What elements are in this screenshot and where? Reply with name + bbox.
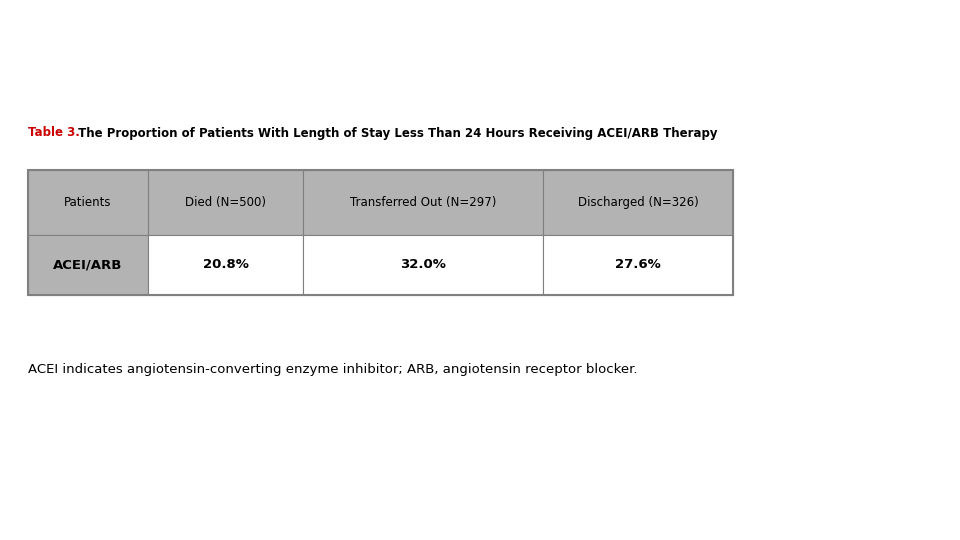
Bar	[28, 170, 733, 295]
Bar	[28, 170, 148, 235]
Bar	[303, 170, 543, 235]
Bar	[28, 235, 148, 295]
Text: Discharged (N=326): Discharged (N=326)	[578, 196, 698, 209]
Text: The Proportion of Patients With Length of Stay Less Than 24 Hours Receiving ACEI: The Proportion of Patients With Length o…	[74, 126, 717, 139]
Text: ACEI/ARB: ACEI/ARB	[54, 259, 123, 272]
Text: Patients: Patients	[64, 196, 111, 209]
Text: ACEI indicates angiotensin-converting enzyme inhibitor; ARB, angiotensin recepto: ACEI indicates angiotensin-converting en…	[28, 363, 637, 376]
Bar	[148, 235, 303, 295]
Text: Died (N=500): Died (N=500)	[185, 196, 266, 209]
Bar	[148, 170, 303, 235]
Text: 32.0%: 32.0%	[400, 259, 446, 272]
Text: Transferred Out (N=297): Transferred Out (N=297)	[349, 196, 496, 209]
Text: 27.6%: 27.6%	[615, 259, 660, 272]
Text: Table 3.: Table 3.	[28, 126, 80, 139]
Text: 20.8%: 20.8%	[203, 259, 249, 272]
Bar	[303, 235, 543, 295]
Bar	[543, 235, 733, 295]
Bar	[543, 170, 733, 235]
